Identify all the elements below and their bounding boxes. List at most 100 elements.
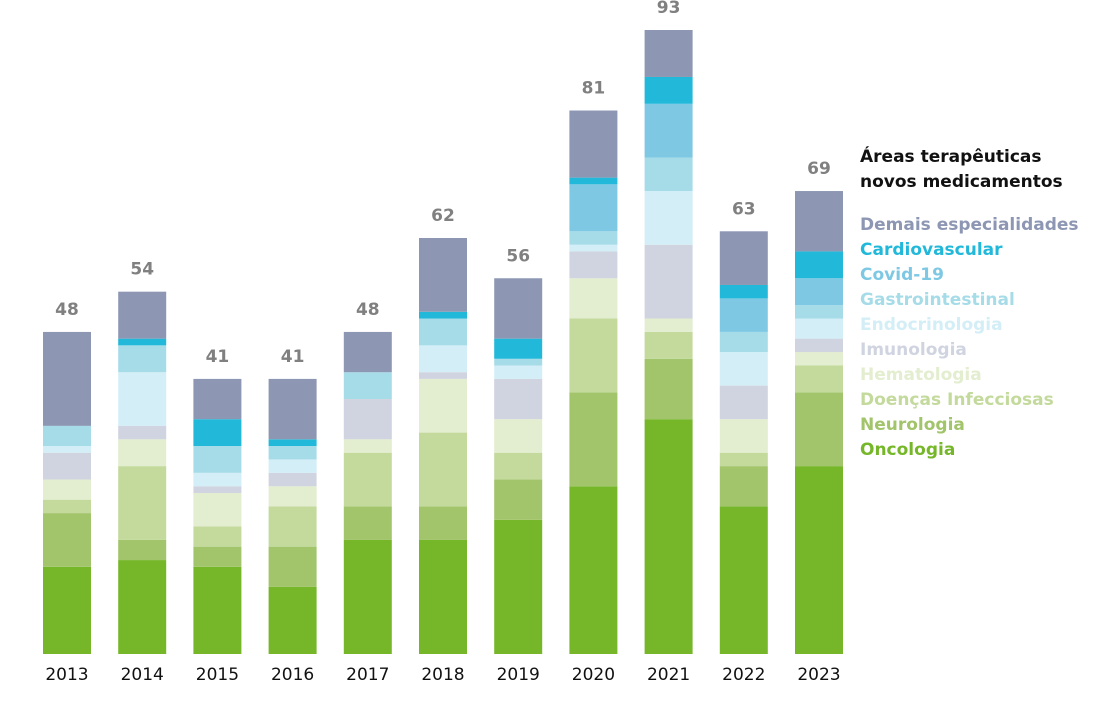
- bar-segment: [644, 318, 693, 332]
- bar-segment: [719, 284, 768, 299]
- legend-entry: Hematologia: [860, 365, 982, 385]
- bar-segment: [494, 419, 543, 453]
- total-label: 81: [582, 79, 606, 99]
- x-tick-label: 2016: [271, 665, 314, 685]
- bar-segment: [118, 425, 167, 440]
- bar-segment: [193, 492, 242, 527]
- total-label: 48: [55, 300, 79, 320]
- bar-segment: [268, 546, 317, 587]
- bar-segment: [268, 472, 317, 487]
- bar-segment: [644, 358, 693, 420]
- bar-segment: [43, 446, 91, 453]
- bar-segment: [43, 513, 91, 567]
- chart: 48 2013 54 2014 41 2015 41 2016 48 2017 62 2018 56 20…: [43, 0, 843, 685]
- total-label: 62: [431, 206, 455, 226]
- bar-segment: [719, 452, 768, 467]
- legend-entry: Gastrointestinal: [860, 290, 1015, 310]
- bar-segment: [494, 338, 543, 359]
- bar-segment: [494, 278, 543, 339]
- bar-segment: [569, 184, 618, 232]
- bar-segment: [43, 452, 91, 480]
- bar-segment: [118, 338, 167, 346]
- bar-segment: [343, 452, 392, 507]
- bar-segment: [644, 191, 693, 245]
- x-tick-label: 2020: [572, 665, 615, 685]
- bar-segment: [193, 566, 242, 654]
- x-tick-label: 2023: [797, 665, 840, 685]
- bar-segment: [118, 345, 167, 373]
- bar-segment: [719, 331, 768, 353]
- bar-segment: [795, 352, 843, 366]
- bar-segment: [569, 318, 618, 393]
- bar-segment: [795, 466, 843, 654]
- bar-segment: [494, 358, 543, 366]
- bar-segment: [644, 76, 693, 104]
- bar-segment: [795, 392, 843, 467]
- legend-entry: Imunologia: [860, 340, 967, 360]
- bar-segment: [494, 479, 543, 520]
- bar-segment: [644, 103, 693, 158]
- bar-segment: [569, 278, 618, 319]
- bar-segment: [268, 439, 317, 446]
- bar-segment: [193, 486, 242, 493]
- bar-segment: [569, 110, 618, 178]
- bar-segment: [644, 244, 693, 319]
- legend-entry: Endocrinologia: [860, 315, 1003, 335]
- bar-segment: [118, 466, 167, 540]
- bar-segment: [719, 506, 768, 654]
- bar-segment: [43, 425, 91, 446]
- bar-segment: [193, 378, 242, 420]
- total-label: 63: [732, 199, 756, 219]
- legend-entry: Covid-19: [860, 265, 944, 285]
- bar-segment: [43, 499, 91, 514]
- legend-entry: Oncologia: [860, 440, 956, 460]
- bar-segment: [795, 278, 843, 306]
- bar-segment: [193, 526, 242, 547]
- bar-segment: [719, 419, 768, 453]
- total-label: 54: [130, 260, 154, 280]
- total-label: 93: [657, 0, 681, 18]
- legend-entry: Neurologia: [860, 415, 965, 435]
- bar-segment: [719, 352, 768, 386]
- bar-segment: [795, 365, 843, 393]
- bar-segment: [494, 365, 543, 379]
- bar-segment: [193, 472, 242, 487]
- bar-segment: [193, 546, 242, 567]
- bar-segment: [419, 432, 467, 507]
- bar-segment: [419, 506, 467, 540]
- bar-segment: [118, 439, 167, 467]
- bar-segment: [494, 519, 543, 654]
- total-label: 41: [281, 347, 305, 367]
- bar-segment: [569, 392, 618, 487]
- bar-segment: [118, 372, 167, 426]
- bar-segment: [343, 439, 392, 453]
- bar-segment: [419, 238, 467, 312]
- bar-segment: [569, 231, 618, 245]
- bar-segment: [795, 191, 843, 252]
- bar-segment: [343, 372, 392, 400]
- total-label: 48: [356, 300, 380, 320]
- bar-segment: [569, 177, 618, 185]
- bar-segment: [795, 251, 843, 279]
- x-tick-label: 2018: [421, 665, 464, 685]
- x-tick-label: 2019: [497, 665, 540, 685]
- bar-segment: [644, 419, 693, 654]
- bar-segment: [43, 479, 91, 500]
- bar-segment: [343, 399, 392, 440]
- total-label: 56: [506, 246, 530, 266]
- bar-segment: [268, 506, 317, 547]
- bar-segment: [419, 539, 467, 654]
- bar-segment: [569, 251, 618, 279]
- bar-segment: [644, 157, 693, 192]
- bar-segment: [419, 372, 467, 379]
- bar-segment: [118, 560, 167, 654]
- x-tick-label: 2015: [196, 665, 239, 685]
- bar-segment: [719, 466, 768, 507]
- legend-entry: Doenças Infecciosas: [860, 390, 1054, 410]
- bar-segment: [419, 345, 467, 373]
- x-tick-label: 2014: [121, 665, 164, 685]
- bar-segment: [494, 378, 543, 420]
- bar-segment: [268, 486, 317, 507]
- total-label: 41: [206, 347, 230, 367]
- bar-segment: [343, 331, 392, 373]
